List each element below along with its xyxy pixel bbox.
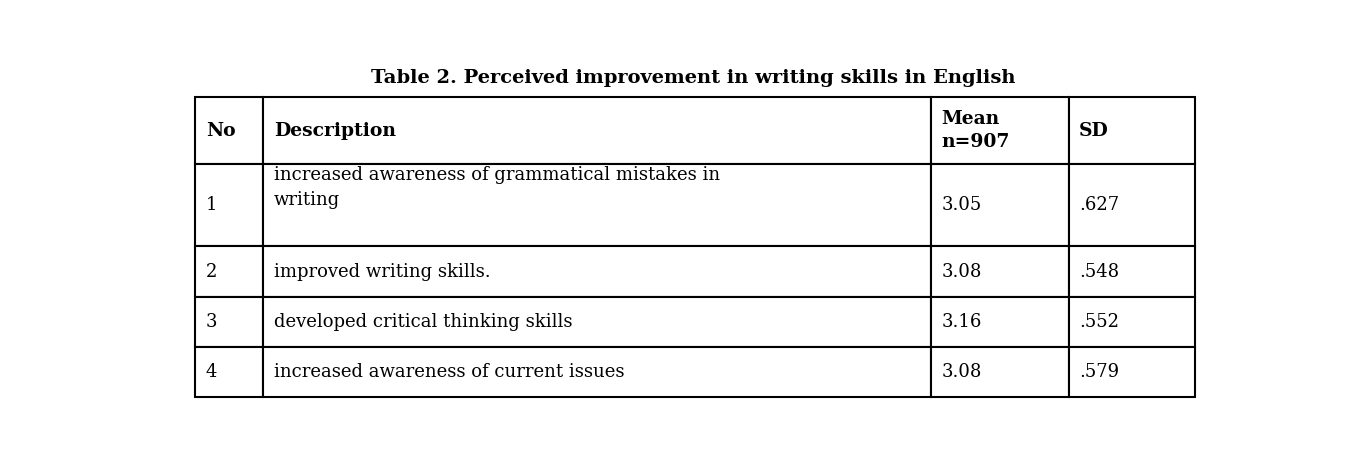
Bar <box>931 347 1069 397</box>
Bar <box>931 97 1069 164</box>
Text: increased awareness of grammatical mistakes in
writing: increased awareness of grammatical mista… <box>273 166 720 209</box>
Bar <box>1069 297 1195 347</box>
Bar <box>195 97 264 164</box>
Text: 4: 4 <box>206 363 218 381</box>
Text: SD: SD <box>1080 122 1109 140</box>
Bar <box>1069 164 1195 246</box>
Bar <box>1069 246 1195 297</box>
Text: .579: .579 <box>1080 363 1119 381</box>
Text: 1: 1 <box>206 196 218 214</box>
Bar <box>264 97 931 164</box>
Text: Table 2. Perceived improvement in writing skills in English: Table 2. Perceived improvement in writin… <box>371 69 1016 87</box>
Bar <box>195 297 264 347</box>
Text: increased awareness of current issues: increased awareness of current issues <box>273 363 624 381</box>
Text: No: No <box>206 122 235 140</box>
Bar <box>1069 97 1195 164</box>
Bar <box>931 164 1069 246</box>
Bar <box>264 246 931 297</box>
Bar <box>195 164 264 246</box>
Text: 3.05: 3.05 <box>942 196 981 214</box>
Text: .548: .548 <box>1080 263 1119 280</box>
Text: 3.16: 3.16 <box>942 313 982 330</box>
Text: 3.08: 3.08 <box>942 263 982 280</box>
Text: .552: .552 <box>1080 313 1119 330</box>
Bar <box>264 297 931 347</box>
Text: .627: .627 <box>1080 196 1119 214</box>
Bar <box>931 297 1069 347</box>
Bar <box>931 246 1069 297</box>
Bar <box>195 347 264 397</box>
Text: Mean
n=907: Mean n=907 <box>942 111 1009 151</box>
Text: Description: Description <box>273 122 396 140</box>
Bar <box>1069 347 1195 397</box>
Bar <box>264 164 931 246</box>
Text: 2: 2 <box>206 263 218 280</box>
Text: developed critical thinking skills: developed critical thinking skills <box>273 313 572 330</box>
Text: 3: 3 <box>206 313 218 330</box>
Text: improved writing skills.: improved writing skills. <box>273 263 490 280</box>
Text: 3.08: 3.08 <box>942 363 982 381</box>
Bar <box>264 347 931 397</box>
Bar <box>195 246 264 297</box>
